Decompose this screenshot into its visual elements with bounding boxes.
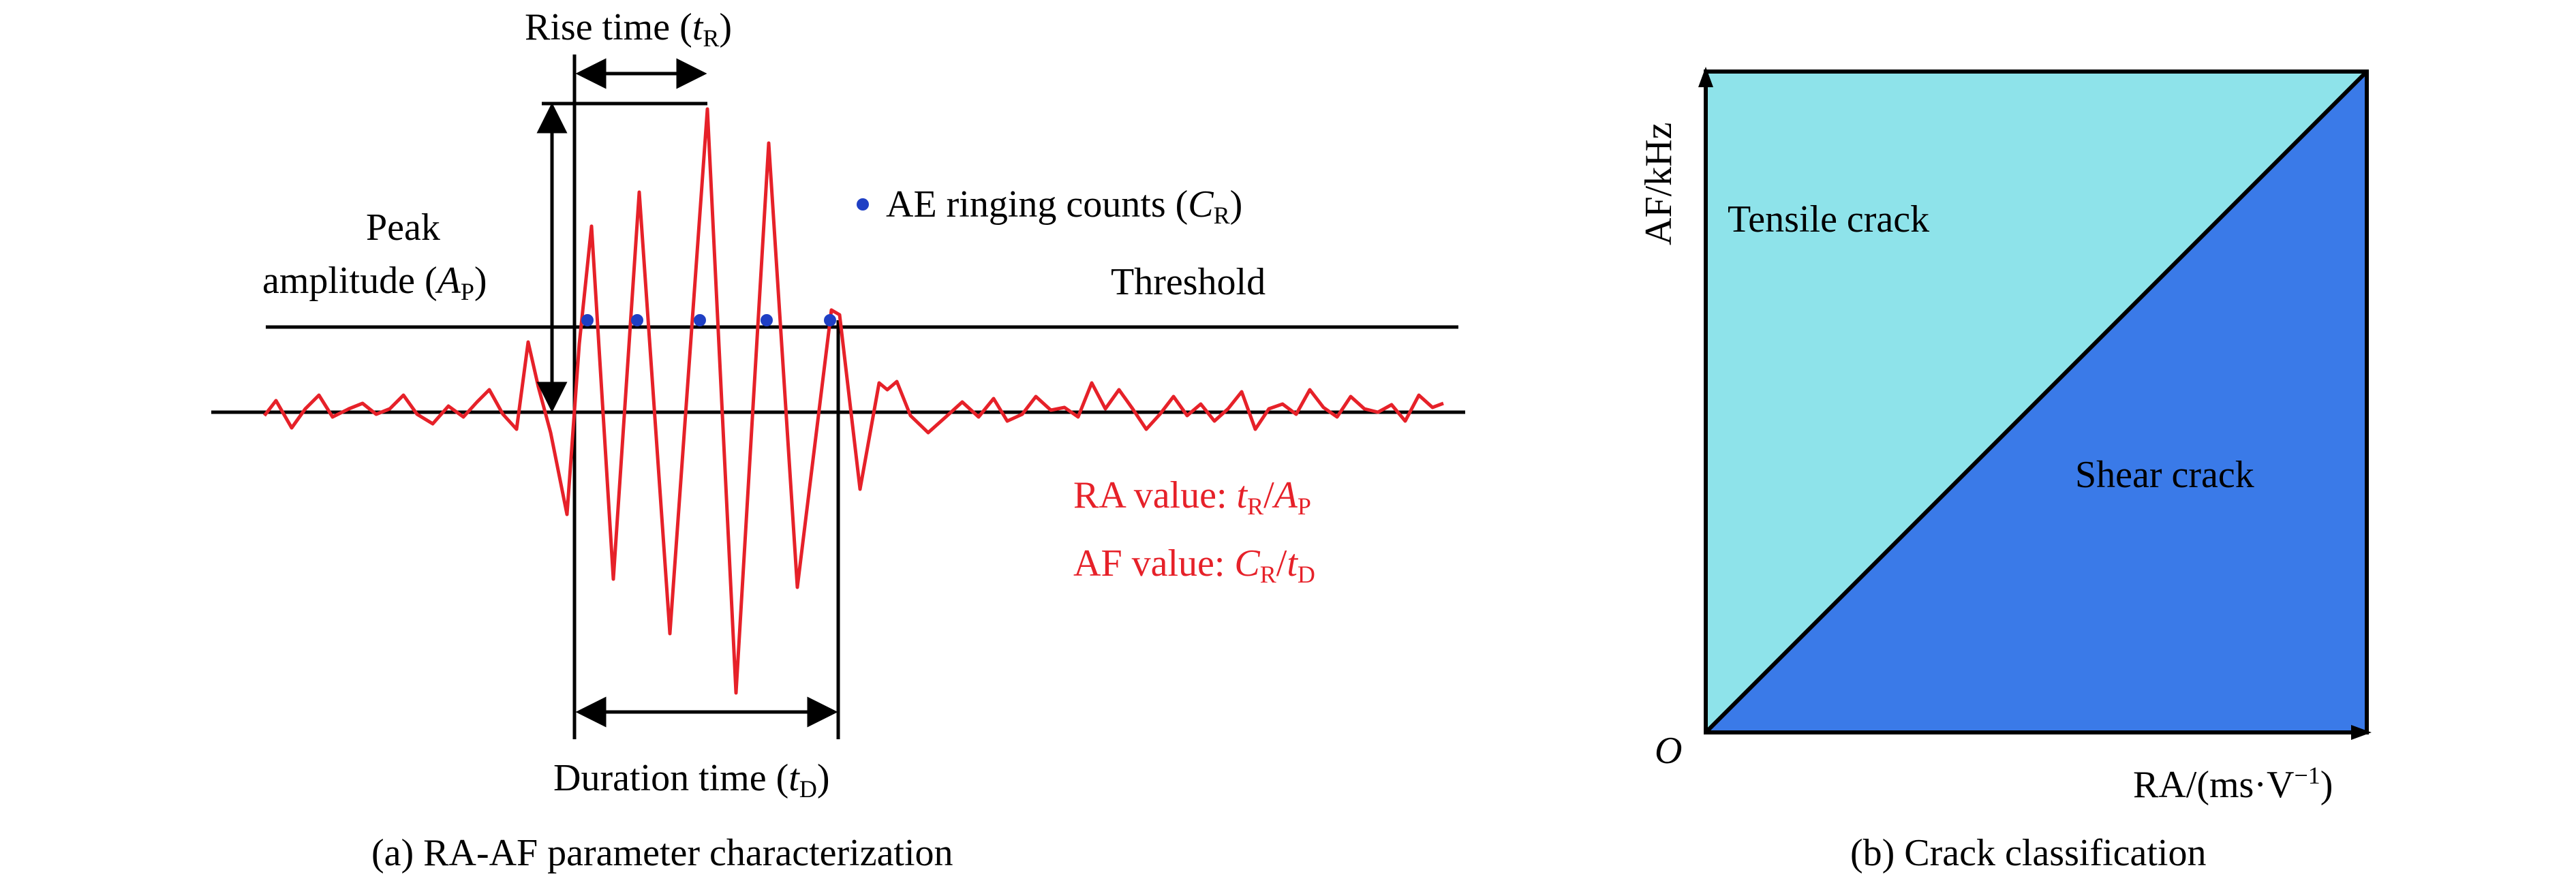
af-var2: t <box>1287 542 1298 585</box>
ra-sub2: P <box>1298 493 1311 520</box>
x-axis-text: RA/(ms·V <box>2133 764 2294 806</box>
ra-value-label: RA value: tR/AP <box>1073 474 1311 520</box>
af-prefix: AF value: <box>1073 542 1234 585</box>
origin-label: O <box>1655 730 1682 772</box>
y-axis-label: AF/kHz <box>1638 123 1680 245</box>
duration-text: Duration time ( <box>553 757 788 799</box>
classification-frame <box>1704 69 2369 734</box>
duration-var: t <box>788 757 800 799</box>
y-axis-arrowhead <box>1698 67 1713 87</box>
duration-close: ) <box>817 757 830 799</box>
ringing-count-dot <box>694 314 706 326</box>
x-axis-close: ) <box>2320 764 2333 806</box>
x-axis-arrowhead <box>2351 725 2372 740</box>
panel-b-caption: (b) Crack classification <box>1850 832 2206 874</box>
peak-label-line2: amplitude (AP) <box>262 260 487 305</box>
x-axis-sup: −1 <box>2294 762 2320 789</box>
af-value-label: AF value: CR/tD <box>1073 542 1315 588</box>
peak-text: amplitude ( <box>262 260 438 302</box>
threshold-label: Threshold <box>1111 261 1266 303</box>
rise-time-text: Rise time ( <box>525 6 692 48</box>
af-sub1: R <box>1260 561 1276 588</box>
legend-dot <box>857 198 869 211</box>
panel-a-caption: (a) RA-AF parameter characterization <box>371 832 953 874</box>
ra-prefix: RA value: <box>1073 474 1237 516</box>
panel-a: Rise time (tR) Peak amplitude (AP) AE ri… <box>211 6 1465 874</box>
af-slash: / <box>1276 542 1287 585</box>
classification-diagonal <box>1704 69 2369 734</box>
x-axis-label: RA/(ms·V−1) <box>2133 762 2333 806</box>
ringing-close: ) <box>1230 183 1243 226</box>
af-sub2: D <box>1298 561 1315 588</box>
peak-close: ) <box>474 260 487 302</box>
tensile-crack-label: Tensile crack <box>1728 198 1929 241</box>
rise-time-var: t <box>692 6 704 48</box>
panel-b: AF/kHz O RA/(ms·V−1) Tensile crack Shear… <box>1638 67 2372 874</box>
af-var1: C <box>1234 542 1260 585</box>
ra-slash: / <box>1263 474 1274 516</box>
peak-var: A <box>435 260 461 302</box>
rise-time-label: Rise time (tR) <box>525 6 732 52</box>
ringing-count-dot <box>581 314 594 326</box>
waveform <box>263 107 1444 695</box>
ringing-var: C <box>1188 183 1214 226</box>
rise-time-close: ) <box>719 6 732 48</box>
peak-label-line1: Peak <box>366 206 440 249</box>
duration-sub: D <box>799 775 817 803</box>
shear-crack-label: Shear crack <box>2075 454 2254 496</box>
ringing-label: AE ringing counts (CR) <box>886 183 1242 229</box>
ringing-count-dot <box>824 314 836 326</box>
peak-sub: P <box>461 278 474 305</box>
rise-time-sub: R <box>703 25 719 52</box>
ringing-sub: R <box>1214 202 1230 229</box>
duration-label: Duration time (tD) <box>553 757 829 803</box>
ringing-count-dot <box>761 314 773 326</box>
ra-var2: A <box>1272 474 1298 516</box>
ringing-count-dot <box>631 314 643 326</box>
ringing-text: AE ringing counts ( <box>886 183 1188 226</box>
ra-var1: t <box>1237 474 1248 516</box>
ra-sub1: R <box>1247 493 1263 520</box>
